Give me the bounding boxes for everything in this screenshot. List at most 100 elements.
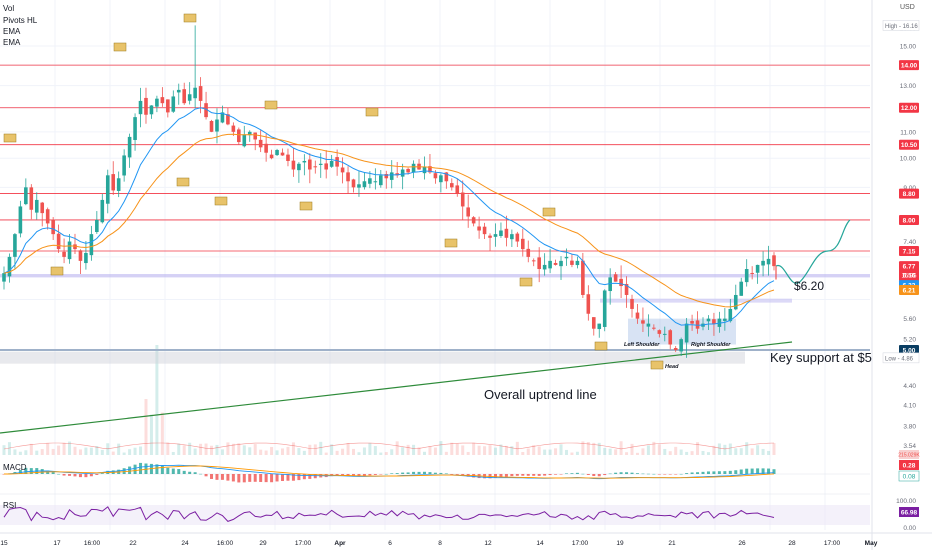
candle-body: [308, 159, 312, 170]
candle-body: [231, 125, 236, 132]
volume-bar: [373, 446, 377, 455]
volume-bar: [362, 447, 366, 455]
candle-body: [542, 264, 547, 270]
legend-ema-2[interactable]: EMA: [3, 38, 21, 47]
macd-histogram-bar: [24, 467, 28, 474]
macd-histogram-bar: [706, 471, 710, 474]
volume-bar: [559, 444, 563, 455]
volume-bar: [526, 448, 530, 455]
volume-bar: [166, 442, 170, 455]
candle-body: [755, 264, 760, 273]
candle-body: [477, 226, 481, 231]
volume-bar: [237, 443, 241, 455]
candle-body: [602, 290, 607, 327]
volume-bar: [182, 445, 186, 455]
volume-bar: [417, 447, 421, 455]
macd-histogram-bar: [635, 473, 639, 474]
currency-label: USD: [900, 4, 915, 11]
macd-histogram-bar: [406, 472, 410, 474]
macd-histogram-bar: [614, 472, 618, 474]
macd-histogram-bar: [373, 474, 377, 475]
volume-bar: [455, 443, 459, 455]
volume-bar: [68, 441, 72, 455]
volume-bar: [625, 452, 629, 455]
volume-bar: [564, 449, 568, 455]
candle-body: [198, 86, 203, 101]
volume-bar: [89, 447, 93, 455]
signal-tag-label: 0.08: [903, 474, 916, 481]
macd-histogram-bar: [264, 474, 268, 483]
volume-bar: [324, 452, 328, 455]
candle-body: [597, 323, 602, 330]
volume-bar: [723, 444, 727, 455]
volume-bar: [395, 441, 399, 455]
volume-bar: [499, 444, 503, 455]
price-tag-box: [899, 269, 919, 280]
candle-body: [302, 160, 307, 163]
macd-histogram-bar: [717, 471, 721, 474]
volume-bar: [657, 444, 661, 455]
macd-histogram-bar: [767, 468, 771, 474]
candle-body: [389, 172, 394, 180]
macd-histogram-bar: [663, 474, 667, 475]
price-tag-label: 10.50: [901, 142, 918, 149]
macd-histogram-bar: [144, 463, 148, 474]
candle-body: [220, 112, 225, 123]
candle-body: [368, 178, 372, 184]
macd-histogram-bar: [171, 468, 175, 474]
volume-bar: [504, 445, 508, 455]
volume-bar: [155, 345, 159, 455]
price-axis: 16.0015.0014.0013.0012.0011.0010.5010.00…: [871, 0, 920, 550]
price-tick-label: 5.20: [903, 337, 916, 344]
volume-bar: [488, 445, 492, 455]
price-tick-label: 4.10: [903, 402, 916, 409]
volume-bar: [95, 445, 99, 455]
candle-body: [264, 143, 268, 153]
macd-histogram-bar: [559, 474, 563, 475]
volume-bar: [444, 451, 448, 455]
candle-body: [100, 199, 105, 223]
volume-bar: [253, 444, 257, 455]
candle-body: [471, 217, 476, 224]
price-tick-label: 3.54: [903, 443, 916, 450]
pivot-marker: [365, 107, 379, 117]
volume-bar: [352, 448, 356, 455]
volume-bar: [100, 449, 104, 455]
volume-bar: [390, 449, 394, 455]
macd-histogram-bar: [368, 474, 372, 476]
candle-body: [570, 260, 574, 265]
macd-histogram-bar: [248, 474, 252, 482]
legend-ema-1[interactable]: EMA: [3, 27, 21, 36]
price-tag-box: [899, 246, 919, 257]
macd-histogram-bar: [215, 474, 219, 480]
candle-body: [56, 233, 61, 250]
candle-body: [280, 152, 285, 156]
volume-bar: [368, 442, 372, 455]
macd-histogram-bar: [515, 474, 519, 476]
volume-bar: [685, 451, 689, 455]
legend-pivots[interactable]: Pivots HL: [3, 16, 38, 25]
volume-bar: [215, 444, 219, 455]
macd-histogram-bar: [84, 474, 88, 478]
volume-bar: [35, 450, 39, 455]
macd-signal-line: [4, 465, 775, 479]
volume-bar: [78, 449, 82, 455]
legend-vol[interactable]: Vol: [3, 4, 15, 13]
time-tick-label: 19: [616, 540, 624, 547]
macd-histogram-bar: [182, 470, 186, 474]
pivot-marker: [594, 341, 608, 351]
candle-body: [247, 131, 252, 136]
candle-body: [586, 294, 591, 314]
candle-body: [346, 172, 350, 182]
time-tick-label: 16:00: [84, 540, 101, 547]
volume-bar: [177, 443, 181, 455]
volume-bar: [7, 442, 11, 455]
left-shoulder-label: Left Shoulder: [624, 342, 660, 348]
rsi-tick-label: 0.00: [903, 525, 916, 532]
pivot-marker: [183, 13, 197, 23]
volume-bar: [433, 447, 437, 455]
macd-histogram-bar: [625, 472, 629, 474]
candle-body: [357, 184, 361, 188]
volume-bar: [641, 448, 645, 455]
